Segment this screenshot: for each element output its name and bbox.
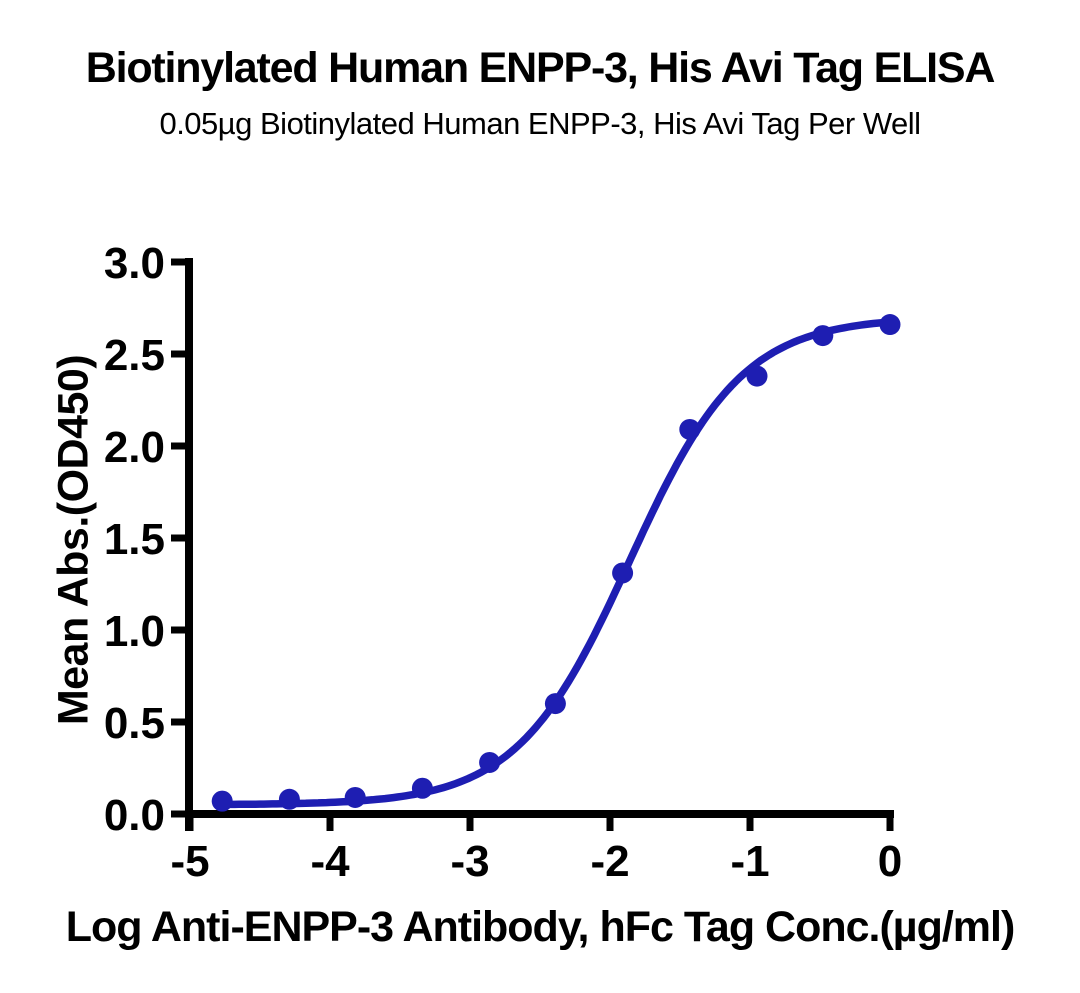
y-tick-label: 2.5 (104, 331, 165, 380)
x-tick-label: -1 (730, 837, 769, 886)
data-point (679, 418, 701, 440)
y-tick-label: 1.5 (104, 515, 165, 564)
y-tick-label: 2.0 (104, 423, 165, 472)
data-point (411, 777, 433, 799)
x-tick-label: 0 (878, 837, 902, 886)
data-point (211, 790, 233, 812)
y-tick-label: 0.5 (104, 699, 165, 748)
data-point (612, 562, 634, 584)
data-point (812, 325, 834, 347)
x-tick-label: -2 (590, 837, 629, 886)
data-point (344, 786, 366, 808)
data-point (544, 693, 566, 715)
data-point (879, 314, 901, 336)
x-tick-label: -5 (170, 837, 209, 886)
x-axis-label: Log Anti-ENPP-3 Antibody, hFc Tag Conc.(… (65, 903, 1016, 951)
fit-curve-line (218, 318, 894, 809)
x-tick-label: -4 (310, 837, 350, 886)
y-tick-label: 1.0 (104, 607, 165, 656)
data-point (479, 751, 501, 773)
data-point (278, 788, 300, 810)
chart-subtitle: 0.05µg Biotinylated Human ENPP-3, His Av… (159, 106, 921, 141)
y-tick-label: 0.0 (104, 791, 165, 840)
data-point (746, 365, 768, 387)
chart-title: Biotinylated Human ENPP-3, His Avi Tag E… (85, 44, 996, 92)
y-tick-label: 3.0 (104, 239, 165, 288)
x-tick-label: -3 (450, 837, 489, 886)
